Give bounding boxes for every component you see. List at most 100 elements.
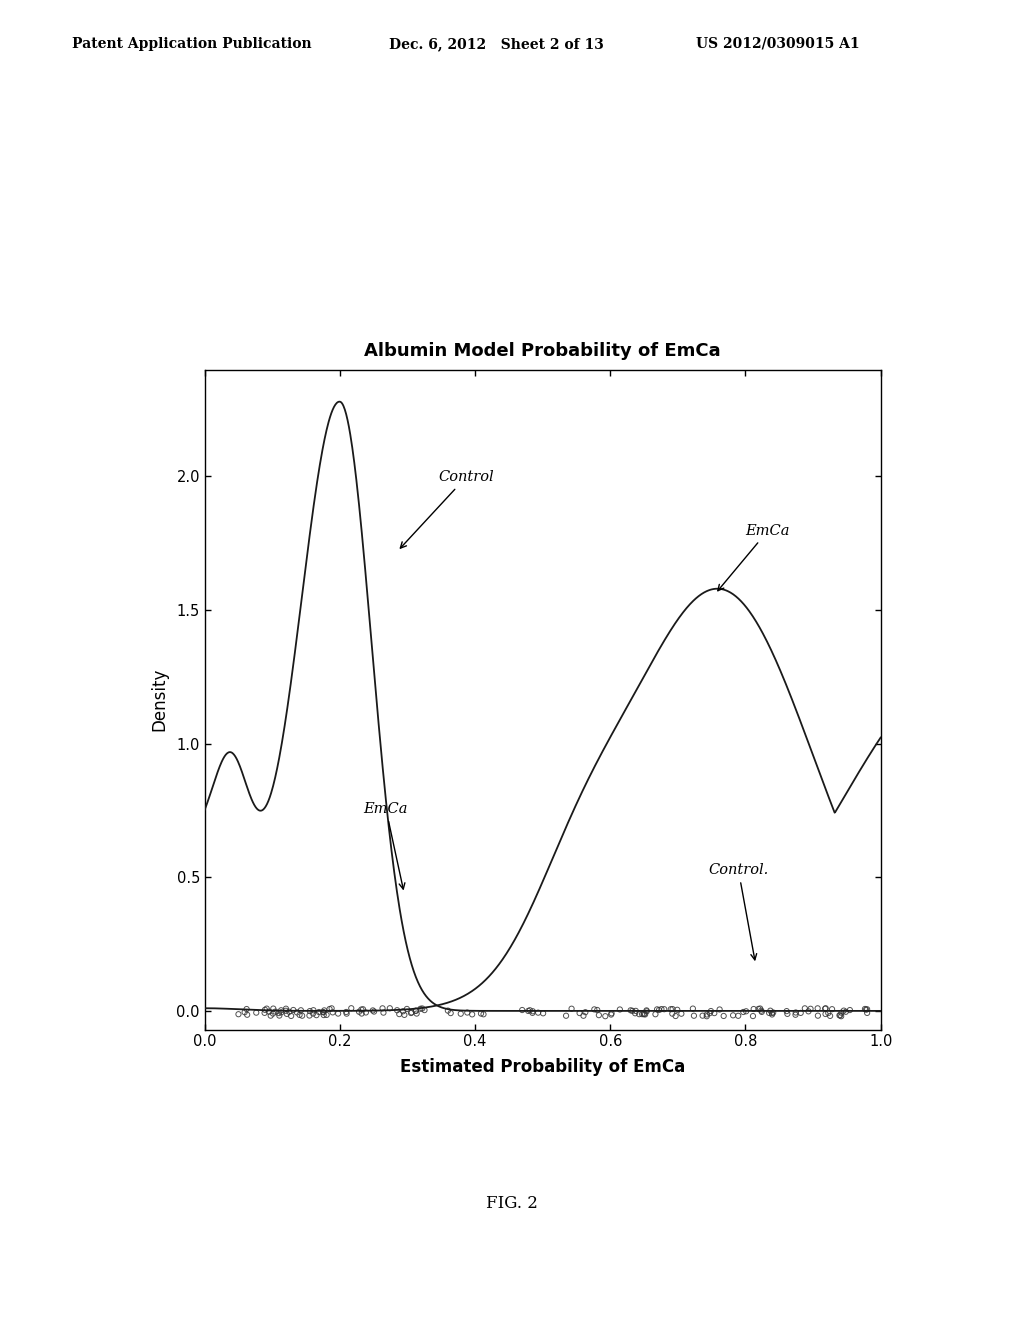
Point — [820, 1002, 837, 1023]
Point — [838, 1001, 854, 1022]
Point — [357, 1002, 374, 1023]
Point — [649, 999, 666, 1020]
Point — [289, 1002, 305, 1023]
Point — [305, 1003, 322, 1024]
Point — [343, 998, 359, 1019]
Point — [637, 1005, 653, 1026]
Point — [669, 999, 685, 1020]
Point — [265, 1003, 282, 1024]
Point — [366, 1001, 382, 1022]
Point — [753, 1001, 769, 1022]
Point — [685, 998, 701, 1019]
Point — [836, 1001, 852, 1022]
Point — [535, 1003, 551, 1024]
Point — [271, 1005, 288, 1026]
Text: US 2012/0309015 A1: US 2012/0309015 A1 — [696, 37, 860, 51]
Point — [318, 1005, 335, 1026]
Point — [754, 1002, 770, 1023]
Point — [375, 1002, 391, 1023]
Point — [305, 999, 322, 1020]
Text: FIG. 2: FIG. 2 — [486, 1195, 538, 1212]
Point — [322, 998, 338, 1019]
Point — [698, 1006, 715, 1027]
Point — [647, 1003, 664, 1024]
Point — [273, 999, 290, 1020]
Point — [353, 1003, 370, 1024]
Point — [270, 1002, 287, 1023]
Point — [764, 1002, 780, 1023]
Point — [858, 999, 874, 1020]
Point — [464, 1003, 480, 1024]
Point — [787, 1002, 804, 1023]
Point — [625, 1001, 641, 1022]
Point — [310, 1002, 327, 1023]
Point — [563, 998, 580, 1019]
Point — [817, 998, 834, 1019]
Text: EmCa: EmCa — [364, 801, 409, 890]
Point — [817, 998, 834, 1019]
Point — [351, 1001, 368, 1022]
Point — [803, 998, 819, 1019]
Point — [417, 999, 433, 1020]
Point — [315, 1002, 332, 1023]
Point — [278, 998, 294, 1019]
Point — [636, 1003, 652, 1024]
Point — [256, 1002, 272, 1023]
Point — [686, 1005, 702, 1026]
Point — [281, 1001, 297, 1022]
Text: Dec. 6, 2012   Sheet 2 of 13: Dec. 6, 2012 Sheet 2 of 13 — [389, 37, 604, 51]
Point — [248, 1002, 264, 1023]
Point — [611, 999, 628, 1020]
Point — [315, 1005, 332, 1026]
Point — [239, 998, 255, 1019]
Point — [665, 998, 681, 1019]
Point — [459, 1002, 475, 1023]
Point — [822, 1006, 839, 1027]
Point — [793, 1002, 809, 1023]
Point — [439, 1001, 456, 1022]
Point — [292, 1005, 308, 1026]
Point — [514, 999, 530, 1020]
Point — [453, 1003, 469, 1024]
Point — [267, 1001, 284, 1022]
Point — [778, 1001, 795, 1022]
Point — [779, 1003, 796, 1024]
Point — [524, 1002, 541, 1023]
Point — [744, 1006, 761, 1027]
Point — [316, 999, 333, 1020]
Point — [330, 1003, 346, 1024]
Text: Control.: Control. — [709, 863, 769, 960]
Point — [834, 1002, 850, 1023]
Point — [389, 999, 406, 1020]
Point — [656, 999, 673, 1020]
Point — [302, 1001, 318, 1022]
Point — [230, 1003, 247, 1024]
Point — [752, 998, 768, 1019]
Point — [639, 1001, 655, 1022]
Point — [751, 998, 767, 1019]
Point — [391, 1003, 408, 1024]
Text: EmCa: EmCa — [718, 524, 790, 591]
Point — [628, 1001, 644, 1022]
Point — [398, 998, 415, 1019]
Point — [668, 1006, 684, 1027]
Point — [842, 999, 858, 1020]
Point — [831, 1005, 848, 1026]
Point — [586, 999, 602, 1020]
Point — [631, 1003, 647, 1024]
Point — [285, 999, 301, 1020]
Point — [638, 999, 654, 1020]
Point — [738, 1001, 755, 1022]
Point — [324, 998, 340, 1019]
Point — [623, 999, 639, 1020]
Point — [636, 1003, 652, 1024]
Point — [257, 999, 273, 1020]
Point — [409, 1003, 425, 1024]
Point — [578, 1002, 594, 1023]
Title: Albumin Model Probability of EmCa: Albumin Model Probability of EmCa — [365, 342, 721, 360]
Point — [859, 999, 876, 1020]
Point — [293, 999, 309, 1020]
Point — [817, 1003, 834, 1024]
Point — [653, 998, 670, 1019]
Point — [262, 1005, 279, 1026]
